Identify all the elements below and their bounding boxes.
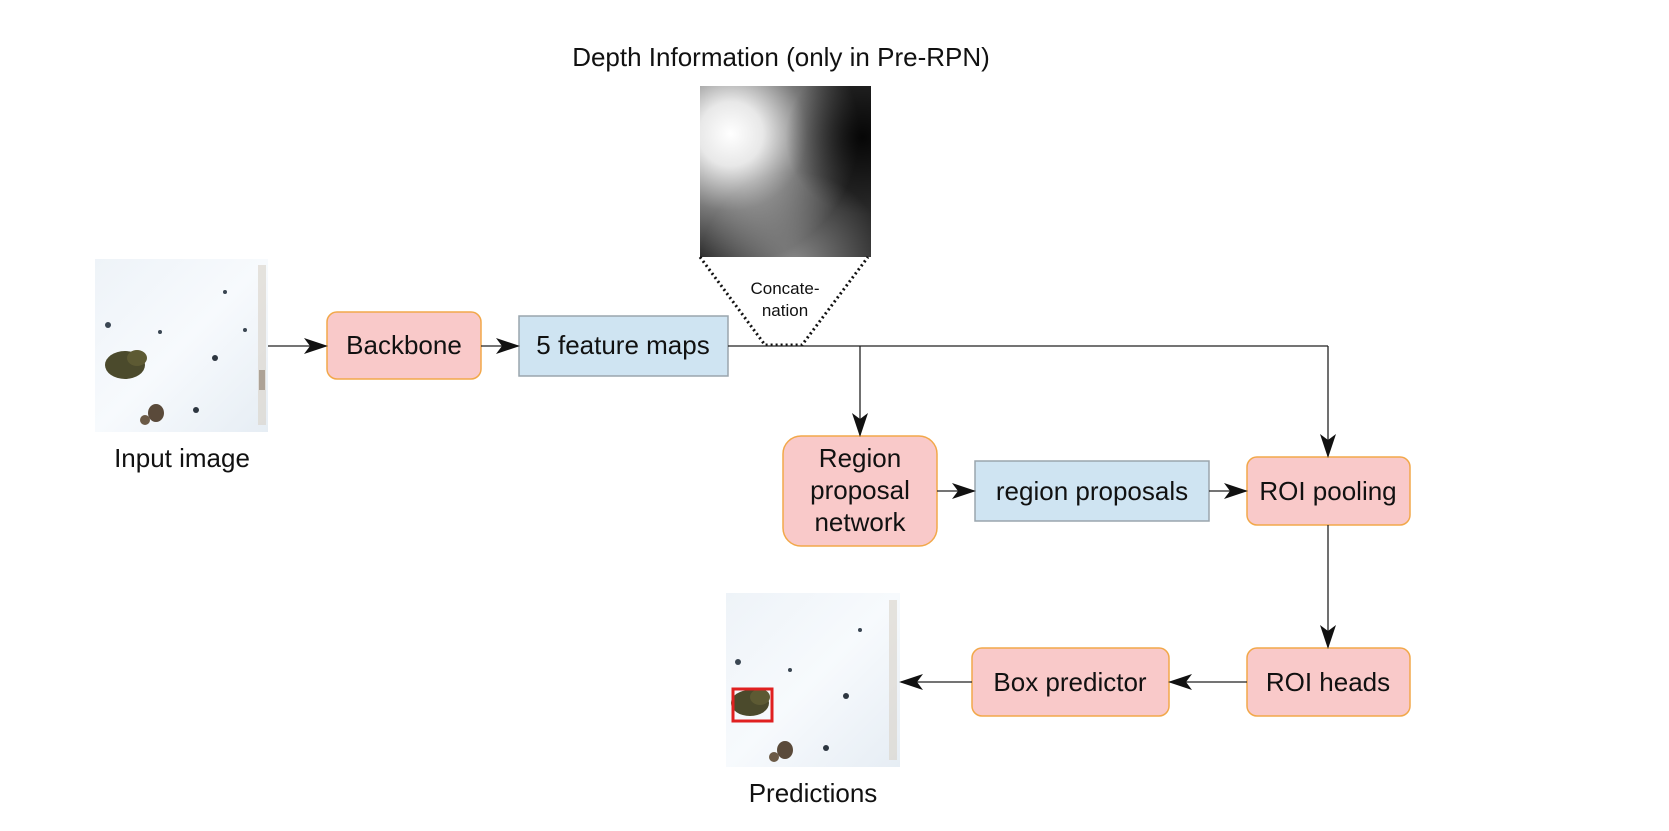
region-proposals-label: region proposals	[996, 476, 1188, 506]
concatenation-label-line2: nation	[762, 301, 808, 320]
predictions-image	[726, 593, 900, 767]
depth-image	[700, 86, 871, 257]
box-predictor-label: Box predictor	[993, 667, 1147, 697]
depth-information-title: Depth Information (only in Pre-RPN)	[572, 42, 990, 72]
detection-box	[731, 687, 774, 723]
rpn-node: Region proposal network	[782, 435, 938, 547]
rpn-label-line2: proposal	[810, 475, 910, 505]
input-image-caption: Input image	[114, 443, 250, 473]
rpn-label-line1: Region	[819, 443, 901, 473]
roi-heads-label: ROI heads	[1266, 667, 1390, 697]
feature-maps-label: 5 feature maps	[536, 330, 709, 360]
roi-pooling-node: ROI pooling	[1246, 456, 1411, 526]
concatenation-label-line1: Concate-	[751, 279, 820, 298]
rpn-label-line3: network	[814, 507, 906, 537]
region-proposals-node: region proposals	[974, 460, 1210, 522]
backbone-label: Backbone	[346, 330, 462, 360]
backbone-node: Backbone	[326, 311, 482, 380]
feature-maps-node: 5 feature maps	[518, 315, 729, 377]
concatenation-funnel: Concate- nation	[698, 256, 870, 347]
connectors	[268, 338, 1336, 690]
roi-heads-node: ROI heads	[1246, 647, 1411, 717]
roi-pooling-label: ROI pooling	[1259, 476, 1396, 506]
box-predictor-node: Box predictor	[971, 647, 1170, 717]
predictions-caption: Predictions	[749, 778, 878, 808]
input-image	[95, 259, 268, 432]
